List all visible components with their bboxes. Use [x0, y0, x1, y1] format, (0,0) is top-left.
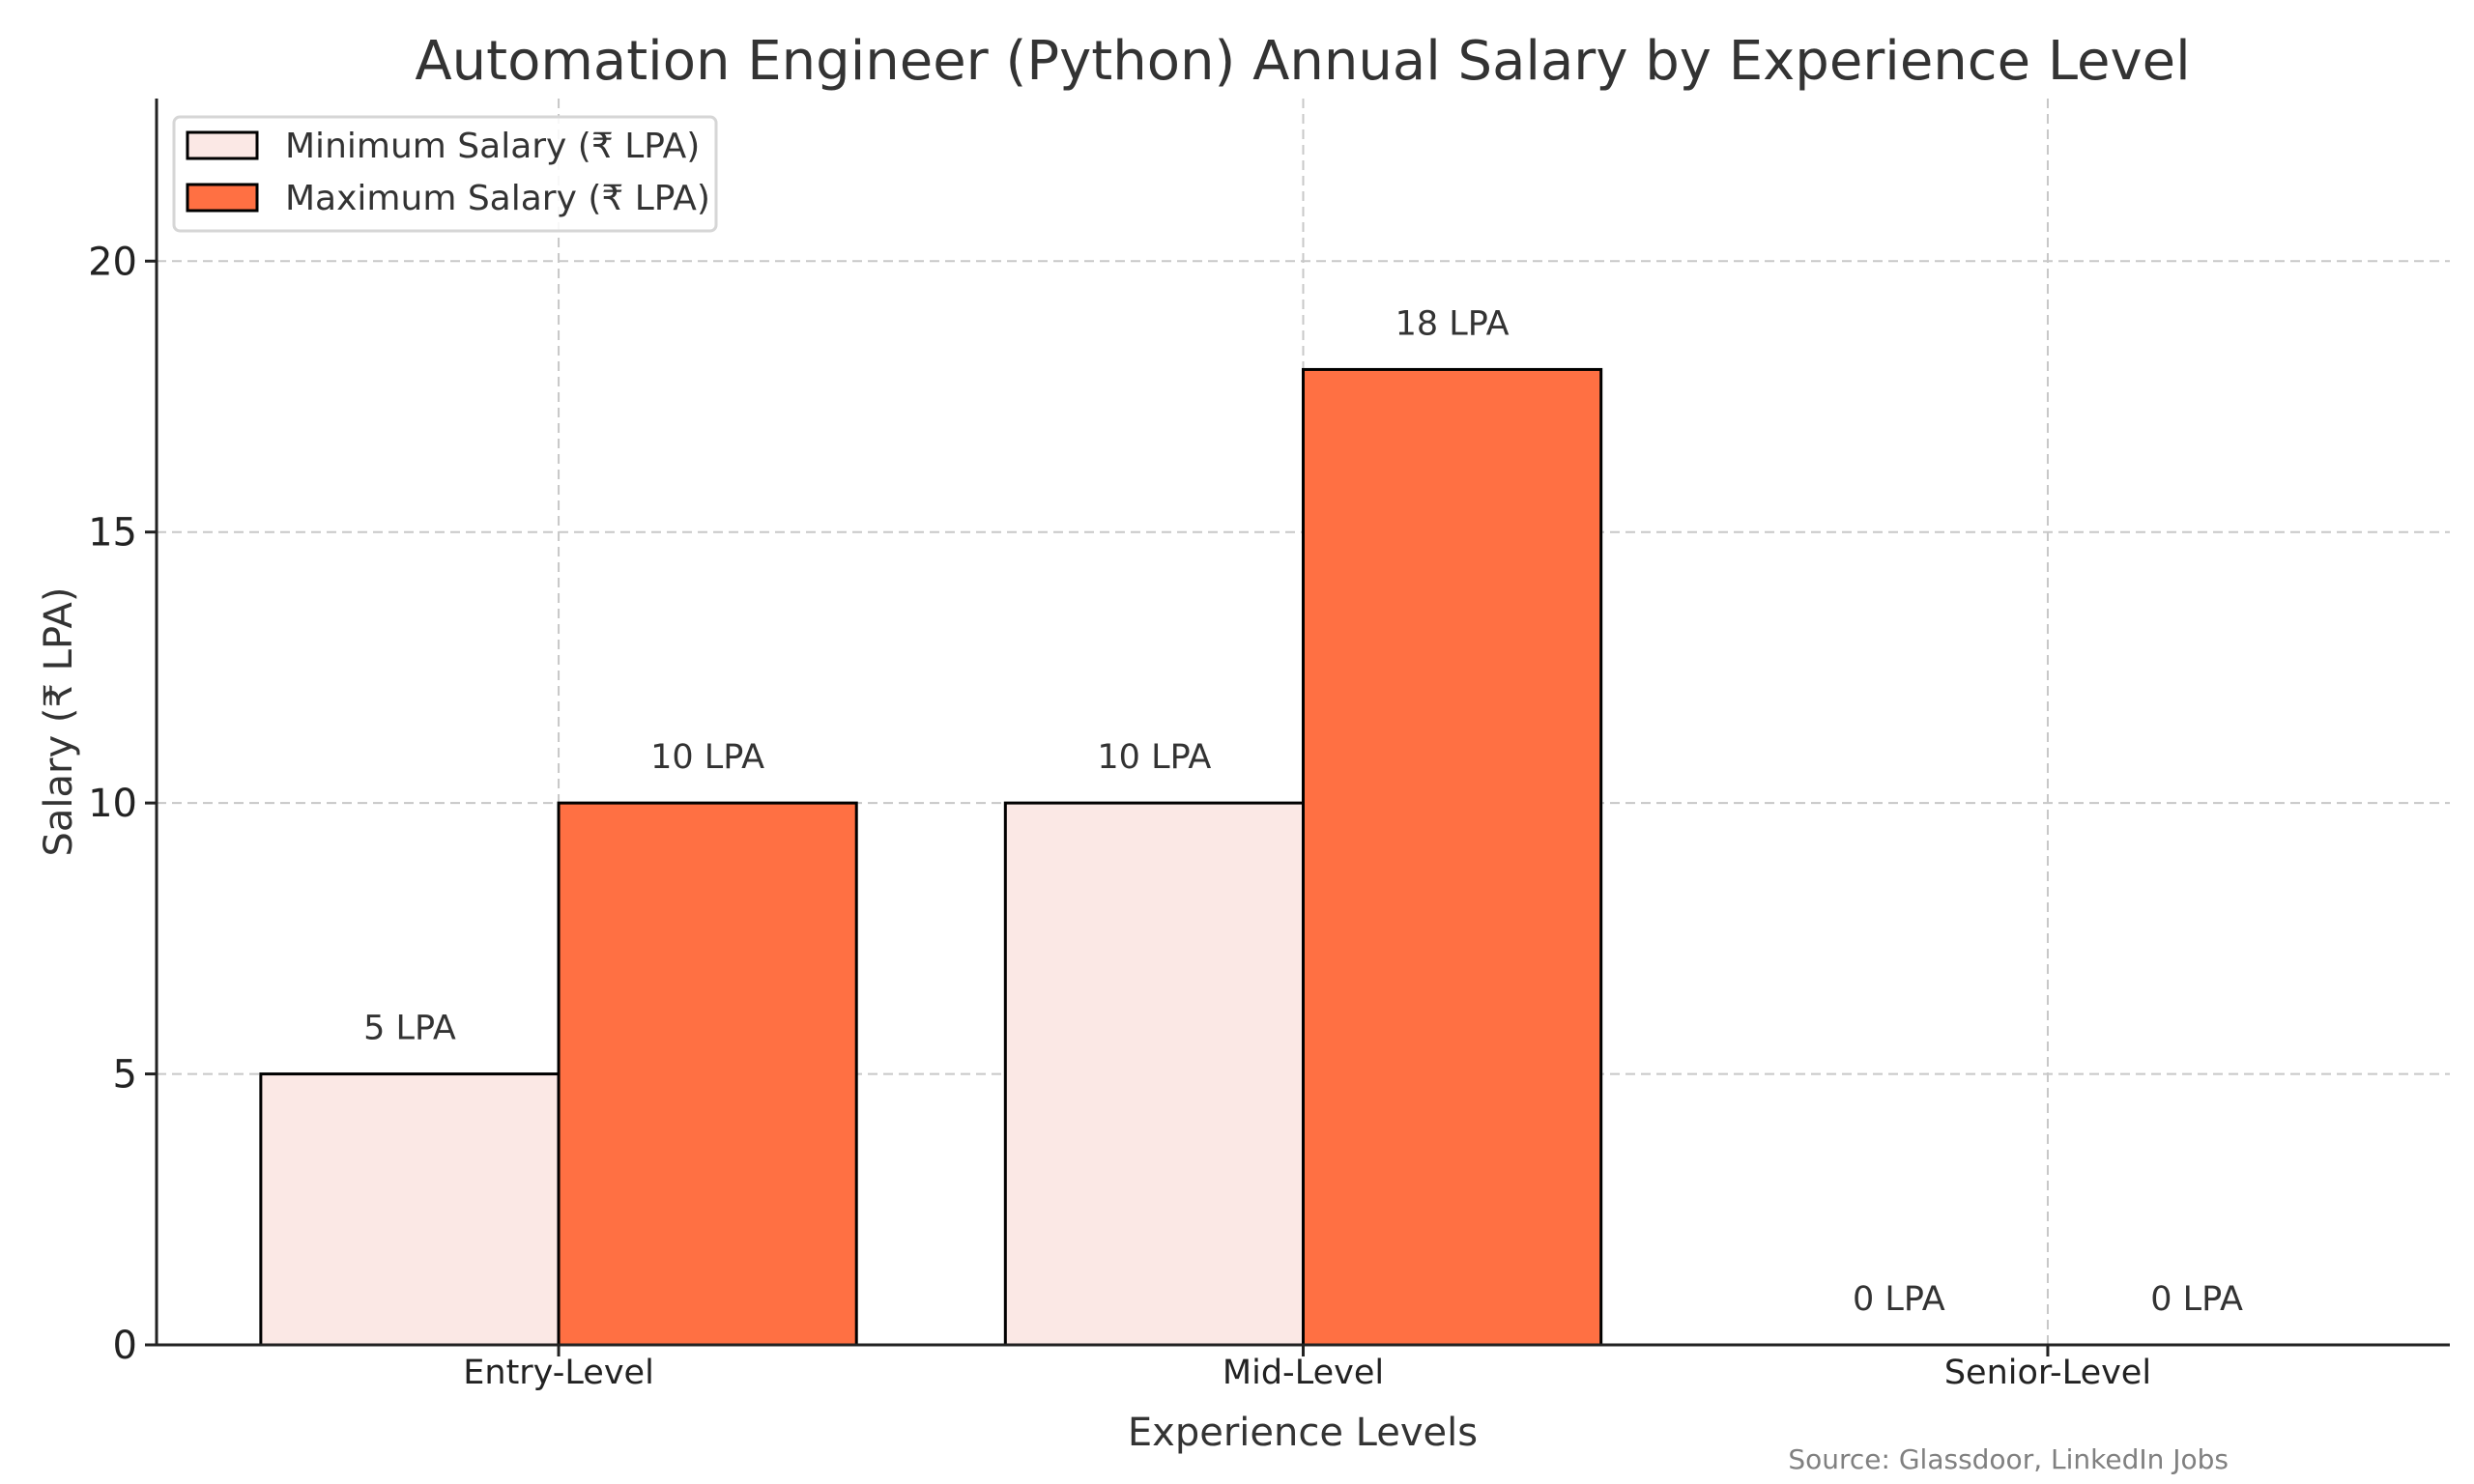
y-tick-label: 10: [88, 782, 137, 826]
source-note: Source: Glassdoor, LinkedIn Jobs: [1788, 1443, 2229, 1475]
chart-title: Automation Engineer (Python) Annual Sala…: [415, 30, 2190, 93]
x-tick-label: Mid-Level: [1223, 1354, 1384, 1392]
y-tick-label: 20: [88, 240, 137, 284]
bar-value-label: 5 LPA: [363, 1010, 456, 1048]
x-axis-label: Experience Levels: [1128, 1411, 1478, 1455]
bar-value-label: 10 LPA: [650, 738, 764, 777]
bars: [259, 367, 1603, 1347]
y-tick-label: 5: [113, 1053, 137, 1098]
bar-max-mid-level: [1302, 367, 1603, 1347]
bar-value-label: 0 LPA: [1853, 1280, 1945, 1319]
legend: Minimum Salary (₹ LPA) Maximum Salary (₹…: [172, 115, 718, 233]
legend-label-max: Maximum Salary (₹ LPA): [285, 179, 710, 218]
y-axis-label: Salary (₹ LPA): [37, 587, 81, 857]
bar-value-label: 18 LPA: [1395, 304, 1510, 343]
bar-max-entry-level: [557, 801, 858, 1347]
bar-labels: 5 LPA 10 LPA 0 LPA 10 LPA 18 LPA 0 LPA: [363, 304, 2243, 1319]
x-tick-label: Senior-Level: [1944, 1354, 2151, 1392]
bar-min-mid-level: [1003, 801, 1306, 1347]
legend-frame: [172, 115, 718, 233]
legend-label-min: Minimum Salary (₹ LPA): [285, 127, 700, 166]
bar-value-label: 10 LPA: [1097, 738, 1211, 777]
bar-min-entry-level: [259, 1072, 561, 1347]
x-tick-label: Entry-Level: [463, 1354, 654, 1392]
ticks: 0 5 10 15 20 Entry-Level Mid-Level Senior-Level: [88, 240, 2151, 1392]
y-tick-label: 15: [88, 511, 137, 556]
bar-value-label: 0 LPA: [2150, 1280, 2243, 1319]
y-tick-label: 0: [113, 1324, 137, 1368]
legend-swatch-min: [186, 130, 259, 160]
legend-swatch-max: [186, 183, 259, 213]
